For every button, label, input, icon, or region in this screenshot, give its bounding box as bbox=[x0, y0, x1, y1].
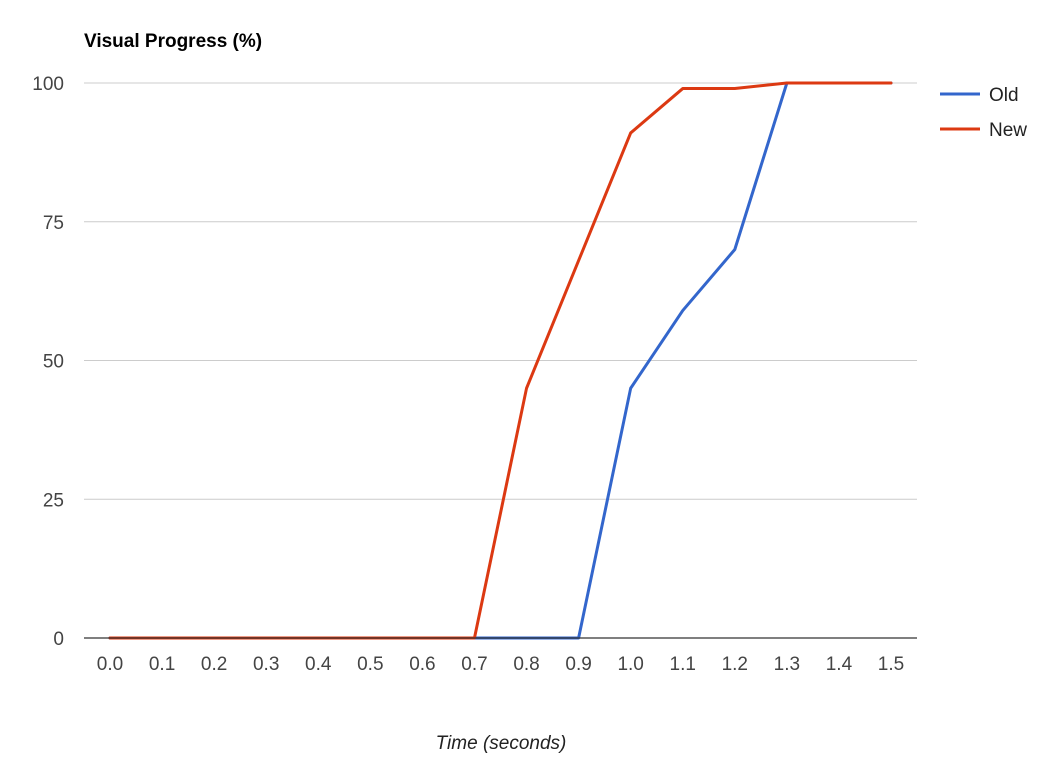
x-tick-label: 0.7 bbox=[461, 654, 487, 675]
y-tick-label: 100 bbox=[32, 74, 64, 95]
gridlines bbox=[84, 82, 917, 500]
legend-item-new: New bbox=[940, 120, 1027, 141]
x-tick-label: 0.0 bbox=[97, 654, 123, 675]
x-tick-label: 1.3 bbox=[774, 654, 800, 675]
y-tick-label: 75 bbox=[43, 213, 64, 234]
x-tick-label: 0.6 bbox=[409, 654, 435, 675]
legend-item-old: Old bbox=[940, 85, 1019, 106]
y-tick-label: 25 bbox=[43, 490, 64, 511]
y-tick-label: 50 bbox=[43, 352, 64, 373]
legend-label: Old bbox=[989, 85, 1019, 106]
x-tick-label: 1.1 bbox=[670, 654, 696, 675]
x-tick-label: 0.1 bbox=[149, 654, 175, 675]
x-tick-label: 0.3 bbox=[253, 654, 279, 675]
x-tick-label: 1.2 bbox=[722, 654, 748, 675]
x-tick-label: 0.8 bbox=[513, 654, 539, 675]
x-tick-label: 1.0 bbox=[617, 654, 643, 675]
x-axis-label: Time (seconds) bbox=[436, 733, 567, 754]
legend-label: New bbox=[989, 120, 1027, 141]
chart-title: Visual Progress (%) bbox=[84, 31, 262, 52]
y-tick-label: 0 bbox=[53, 629, 64, 650]
x-tick-label: 0.2 bbox=[201, 654, 227, 675]
y-axis-ticks: 0 25 50 75 100 bbox=[32, 74, 64, 650]
x-tick-label: 0.4 bbox=[305, 654, 332, 675]
legend: Old New bbox=[940, 85, 1027, 141]
x-tick-label: 1.4 bbox=[826, 654, 853, 675]
x-tick-label: 0.9 bbox=[565, 654, 591, 675]
x-tick-label: 1.5 bbox=[878, 654, 904, 675]
x-tick-label: 0.5 bbox=[357, 654, 383, 675]
x-axis-ticks: 0.0 0.1 0.2 0.3 0.4 0.5 0.6 0.7 0.8 0.9 1.0 1.1 1.2 1… bbox=[97, 654, 904, 675]
